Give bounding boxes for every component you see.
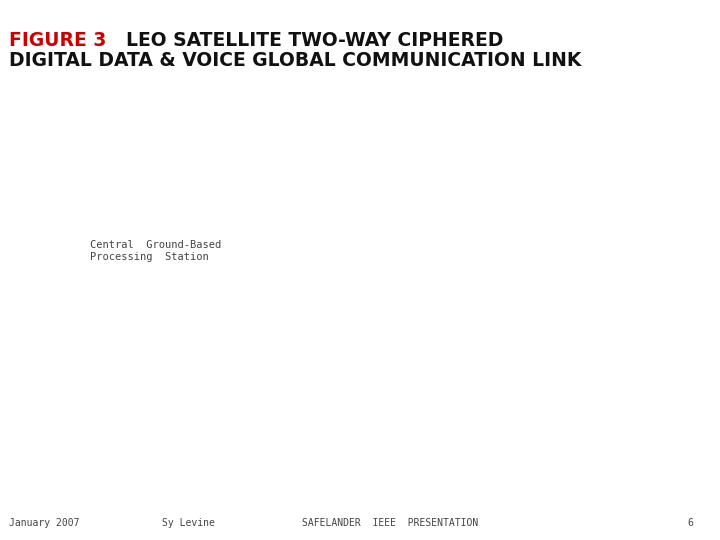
Text: January 2007: January 2007 bbox=[9, 518, 79, 528]
Text: SAFELANDER  IEEE  PRESENTATION: SAFELANDER IEEE PRESENTATION bbox=[302, 518, 479, 528]
Text: LEO SATELLITE TWO-WAY CIPHERED: LEO SATELLITE TWO-WAY CIPHERED bbox=[126, 31, 503, 50]
Text: DIGITAL DATA & VOICE GLOBAL COMMUNICATION LINK: DIGITAL DATA & VOICE GLOBAL COMMUNICATIO… bbox=[9, 51, 581, 70]
Text: 6: 6 bbox=[688, 518, 693, 528]
Text: Sy Levine: Sy Levine bbox=[162, 518, 215, 528]
Text: FIGURE 3: FIGURE 3 bbox=[9, 31, 106, 50]
Text: Central  Ground-Based
Processing  Station: Central Ground-Based Processing Station bbox=[90, 240, 221, 262]
